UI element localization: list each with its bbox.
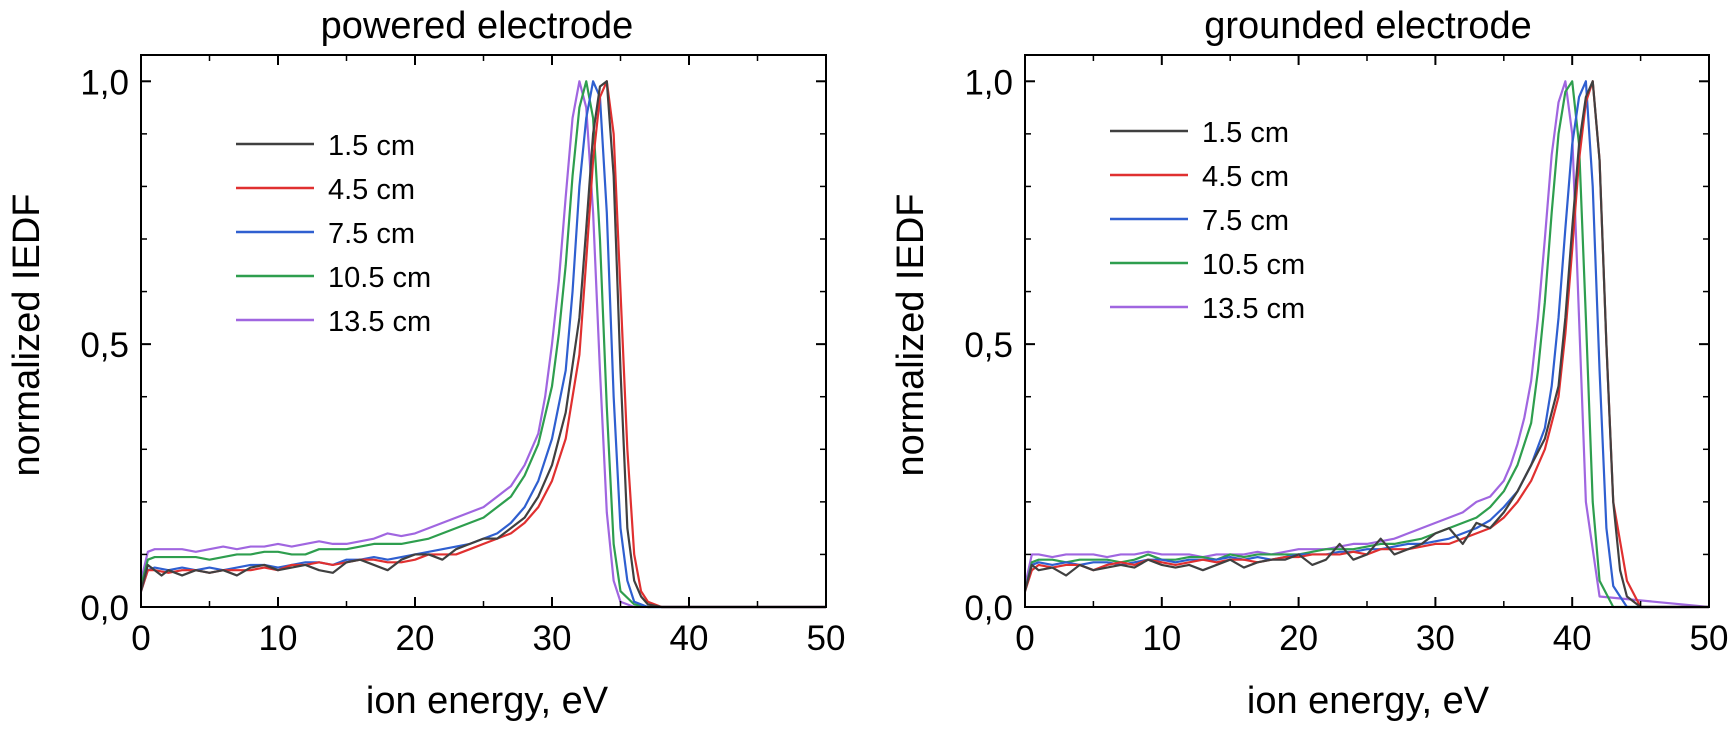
x-tick-label: 50 [807, 619, 846, 658]
legend-label: 1.5 cm [328, 130, 415, 162]
axis-ticks: 0 10 20 30 40 50 0,0 0,5 1,0 [964, 55, 1728, 658]
legend-item: 1.5 cm [1110, 117, 1289, 149]
legend-item: 4.5 cm [236, 174, 415, 206]
series-line-1-5-cm [1023, 80, 1709, 609]
x-tick-label: 40 [670, 619, 709, 658]
series-line-7-5-cm [139, 80, 826, 609]
legend-label: 13.5 cm [1202, 293, 1305, 325]
chart-powered-electrode: powered electrode ion energy, eV normali… [6, 5, 845, 722]
x-tick-label: 50 [1690, 619, 1729, 658]
x-tick-label: 10 [259, 619, 298, 658]
y-tick-label: 0,5 [964, 326, 1013, 365]
x-tick-label: 30 [533, 619, 572, 658]
series-line-1-5-cm [139, 80, 826, 609]
x-tick-label: 10 [1142, 619, 1181, 658]
chart-grounded-electrode: grounded electrode ion energy, eV normal… [890, 5, 1728, 722]
x-tick-label: 40 [1553, 619, 1592, 658]
legend-item: 4.5 cm [1110, 161, 1289, 193]
axis-ticks: 0 10 20 30 40 50 0,0 0,5 1,0 [80, 55, 845, 658]
x-tick-label: 0 [131, 619, 150, 658]
legend-item: 13.5 cm [236, 306, 431, 338]
y-axis-label: normalized IEDF [6, 194, 48, 477]
legend-item: 1.5 cm [236, 130, 415, 162]
legend-label: 4.5 cm [1202, 161, 1289, 193]
chart-title: powered electrode [321, 5, 634, 47]
x-tick-label: 20 [1279, 619, 1318, 658]
legend-label: 10.5 cm [328, 262, 431, 294]
legend-label: 1.5 cm [1202, 117, 1289, 149]
plot-frame [140, 54, 827, 608]
chart-title: grounded electrode [1204, 5, 1531, 47]
x-axis-label: ion energy, eV [366, 680, 609, 722]
series-line-10-5-cm [1023, 80, 1709, 609]
x-tick-label: 30 [1416, 619, 1455, 658]
series-line-10-5-cm [139, 80, 826, 609]
legend-item: 7.5 cm [1110, 205, 1289, 237]
legend-item: 10.5 cm [1110, 249, 1305, 281]
series-line-4-5-cm [139, 80, 826, 609]
y-axis-label: normalized IEDF [890, 194, 932, 477]
series-line-13-5-cm [1023, 80, 1710, 609]
y-tick-label: 1,0 [964, 63, 1013, 102]
legend-label: 10.5 cm [1202, 249, 1305, 281]
legend-item: 7.5 cm [236, 218, 415, 250]
legend-item: 13.5 cm [1110, 293, 1305, 325]
y-tick-label: 0,0 [964, 589, 1013, 628]
y-tick-label: 1,0 [80, 63, 129, 102]
legend: 1.5 cm 4.5 cm 7.5 cm 10.5 cm 13.5 cm [236, 130, 431, 338]
series-line-4-5-cm [1023, 80, 1709, 609]
series-lines [1023, 80, 1710, 609]
legend-label: 7.5 cm [328, 218, 415, 250]
x-tick-label: 0 [1015, 619, 1034, 658]
legend-label: 7.5 cm [1202, 205, 1289, 237]
legend-label: 13.5 cm [328, 306, 431, 338]
series-lines [139, 80, 826, 609]
legend: 1.5 cm 4.5 cm 7.5 cm 10.5 cm 13.5 cm [1110, 117, 1305, 325]
legend-item: 10.5 cm [236, 262, 431, 294]
x-tick-label: 20 [396, 619, 435, 658]
y-tick-label: 0,5 [80, 326, 129, 365]
series-line-13-5-cm [139, 80, 826, 609]
y-tick-label: 0,0 [80, 589, 129, 628]
legend-label: 4.5 cm [328, 174, 415, 206]
x-axis-label: ion energy, eV [1247, 680, 1490, 722]
